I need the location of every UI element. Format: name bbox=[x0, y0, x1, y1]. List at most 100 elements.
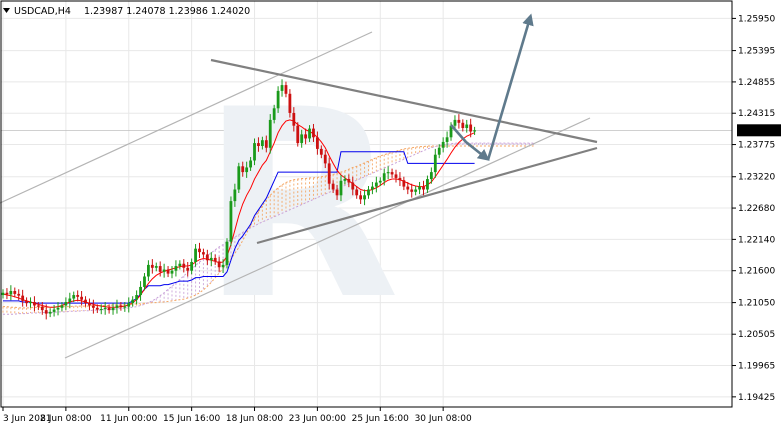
candle-body bbox=[272, 108, 276, 120]
candle-body bbox=[284, 85, 288, 94]
candle-body bbox=[347, 179, 351, 183]
ohlc-readout: 1.23987 1.24078 1.23986 1.24020 bbox=[84, 6, 250, 17]
candle-body bbox=[249, 160, 252, 168]
candle-body bbox=[36, 305, 40, 307]
candle-body bbox=[453, 119, 457, 126]
candle-body bbox=[115, 305, 119, 308]
y-tick-label: 1.21050 bbox=[738, 299, 775, 309]
candle-body bbox=[205, 254, 209, 261]
candle-body bbox=[21, 295, 25, 301]
candle-body bbox=[217, 261, 221, 268]
candle-body bbox=[166, 269, 170, 274]
y-tick-label: 1.19425 bbox=[738, 393, 775, 403]
candle-body bbox=[394, 174, 398, 178]
candle-body bbox=[457, 119, 461, 123]
candle-body bbox=[119, 305, 123, 308]
candle-body bbox=[469, 124, 473, 132]
candle-body bbox=[48, 311, 52, 314]
candle-body bbox=[221, 264, 225, 268]
candle-body bbox=[103, 307, 107, 309]
candle-body bbox=[111, 307, 115, 311]
forecast-up-arrow bbox=[486, 13, 534, 161]
candle-body bbox=[300, 134, 304, 144]
candle-body bbox=[229, 201, 233, 242]
candle-body bbox=[441, 141, 445, 148]
candle-body bbox=[367, 189, 370, 196]
plot-frame bbox=[0, 0, 733, 408]
candle-body bbox=[9, 291, 13, 295]
candle-body bbox=[237, 166, 241, 190]
candle-body bbox=[84, 299, 87, 304]
candle-body bbox=[351, 182, 355, 190]
candle-body bbox=[398, 177, 402, 181]
x-tick-label: 15 Jun 16:00 bbox=[163, 414, 220, 424]
candle-body bbox=[382, 173, 386, 181]
candlesticks bbox=[1, 79, 476, 320]
gridlines bbox=[1, 1, 732, 407]
candle-body bbox=[131, 299, 135, 304]
y-tick-label: 1.23220 bbox=[738, 173, 775, 183]
candle-body bbox=[213, 257, 217, 262]
candle-body bbox=[52, 309, 56, 312]
candle-body bbox=[91, 305, 95, 308]
candle-body bbox=[44, 310, 48, 314]
senkou-span-b bbox=[3, 142, 534, 315]
candle-body bbox=[359, 195, 363, 200]
candle-body bbox=[355, 189, 359, 196]
candle-body bbox=[386, 172, 390, 174]
candle-body bbox=[123, 306, 127, 308]
candle-body bbox=[154, 266, 158, 268]
y-tick-label: 1.23775 bbox=[738, 141, 775, 151]
candle-body bbox=[29, 302, 32, 304]
candle-body bbox=[465, 124, 469, 129]
candle-body bbox=[202, 252, 205, 255]
x-tick-label: 30 Jun 08:00 bbox=[415, 414, 472, 424]
candle-body bbox=[139, 286, 142, 296]
candle-body bbox=[304, 134, 308, 139]
candle-body bbox=[426, 179, 429, 190]
candle-body bbox=[1, 292, 5, 296]
candle-body bbox=[225, 241, 229, 265]
candle-body bbox=[95, 307, 99, 310]
candle-body bbox=[343, 179, 347, 181]
candle-body bbox=[135, 295, 139, 300]
candle-body bbox=[182, 263, 186, 268]
candle-body bbox=[241, 166, 245, 173]
header-triangle-icon bbox=[3, 8, 10, 13]
candle-body bbox=[339, 180, 343, 196]
y-tick-label: 1.22680 bbox=[738, 204, 775, 214]
candle-body bbox=[190, 262, 194, 271]
candle-body bbox=[257, 143, 260, 146]
candle-body bbox=[418, 186, 421, 190]
candle-body bbox=[461, 122, 465, 129]
candle-body bbox=[25, 300, 28, 304]
candle-body bbox=[296, 125, 300, 144]
channel-lower-line bbox=[64, 117, 591, 359]
current-price-label: 1.24020 bbox=[741, 127, 778, 137]
candle-body bbox=[402, 180, 406, 187]
candle-body bbox=[198, 248, 201, 253]
y-tick-label: 1.22140 bbox=[738, 235, 775, 245]
candle-body bbox=[194, 248, 197, 262]
chart-header: USDCAD,H4 1.23987 1.24078 1.23986 1.2402… bbox=[3, 6, 250, 17]
candle-body bbox=[260, 140, 264, 146]
candle-body bbox=[88, 303, 91, 306]
forecast-arrows bbox=[450, 13, 534, 161]
candle-body bbox=[60, 305, 64, 308]
candle-body bbox=[331, 183, 335, 190]
candle-body bbox=[414, 189, 418, 192]
y-tick-label: 1.21600 bbox=[738, 267, 775, 277]
candle-body bbox=[170, 270, 174, 274]
candle-body bbox=[99, 308, 103, 310]
channel-upper-line bbox=[0, 31, 373, 204]
candle-body bbox=[280, 85, 284, 91]
candle-body bbox=[316, 137, 319, 149]
candle-body bbox=[323, 154, 327, 164]
y-tick-label: 1.25395 bbox=[738, 47, 775, 57]
trendlines bbox=[0, 31, 598, 359]
candle-body bbox=[445, 137, 449, 142]
x-tick-label: 25 Jun 16:00 bbox=[352, 414, 409, 424]
triangle-upper-line bbox=[210, 58, 598, 144]
